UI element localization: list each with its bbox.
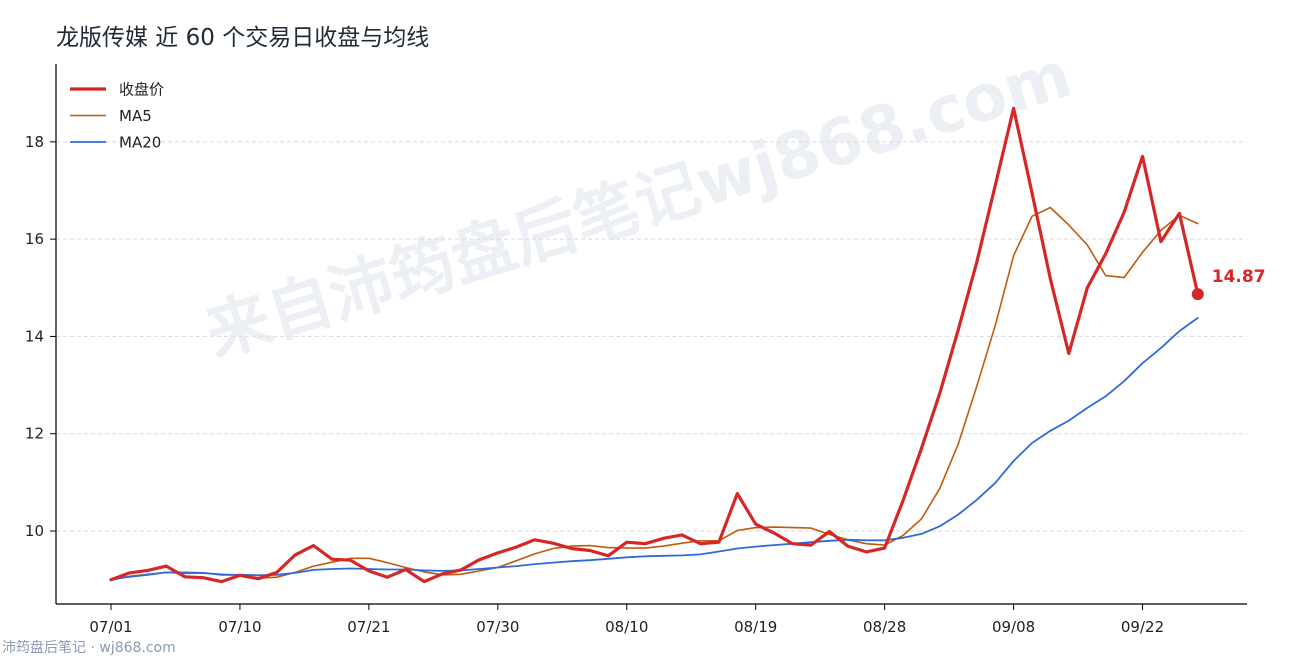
x-tick-label: 08/19 — [734, 618, 777, 636]
x-tick-label: 08/28 — [863, 618, 906, 636]
series-line-ma20 — [110, 316, 1199, 581]
y-ticks: 10 12 14 16 18 — [25, 133, 56, 540]
x-tick-label: 08/10 — [605, 618, 648, 636]
x-tick-label: 07/10 — [218, 618, 261, 636]
gridlines — [56, 141, 1247, 532]
x-tick-label: 07/01 — [89, 618, 132, 636]
x-tick-label: 07/21 — [347, 618, 390, 636]
annotations: 14.87 — [1191, 267, 1266, 301]
x-tick-label: 09/08 — [992, 618, 1035, 636]
watermark: 来自沛筠盘后笔记wj868.com — [198, 38, 1080, 372]
axes — [55, 64, 1247, 605]
y-tick-label: 10 — [25, 522, 44, 540]
legend: 收盘价 MA5 MA20 — [70, 81, 164, 152]
y-tick-label: 12 — [25, 425, 44, 443]
x-ticks: 07/01 07/10 07/21 07/30 08/10 08/19 08/28 09/08… — [89, 604, 1164, 636]
series-lines — [109, 106, 1200, 584]
series-line-close — [109, 106, 1200, 584]
series-line-ma5 — [110, 206, 1199, 581]
legend-label: MA5 — [119, 107, 152, 125]
y-tick-label: 16 — [25, 230, 44, 248]
chart-title: 龙版传媒 近 60 个交易日收盘与均线 — [56, 25, 429, 51]
legend-label: 收盘价 — [119, 81, 164, 99]
x-tick-label: 09/22 — [1121, 618, 1164, 636]
last-close-label: 14.87 — [1212, 267, 1266, 287]
footer-credit: 沛筠盘后笔记 · wj868.com — [2, 639, 176, 656]
y-tick-label: 18 — [25, 133, 44, 151]
x-tick-label: 07/30 — [476, 618, 519, 636]
last-close-point — [1191, 288, 1204, 301]
y-tick-label: 14 — [25, 327, 44, 345]
legend-label: MA20 — [119, 134, 161, 152]
